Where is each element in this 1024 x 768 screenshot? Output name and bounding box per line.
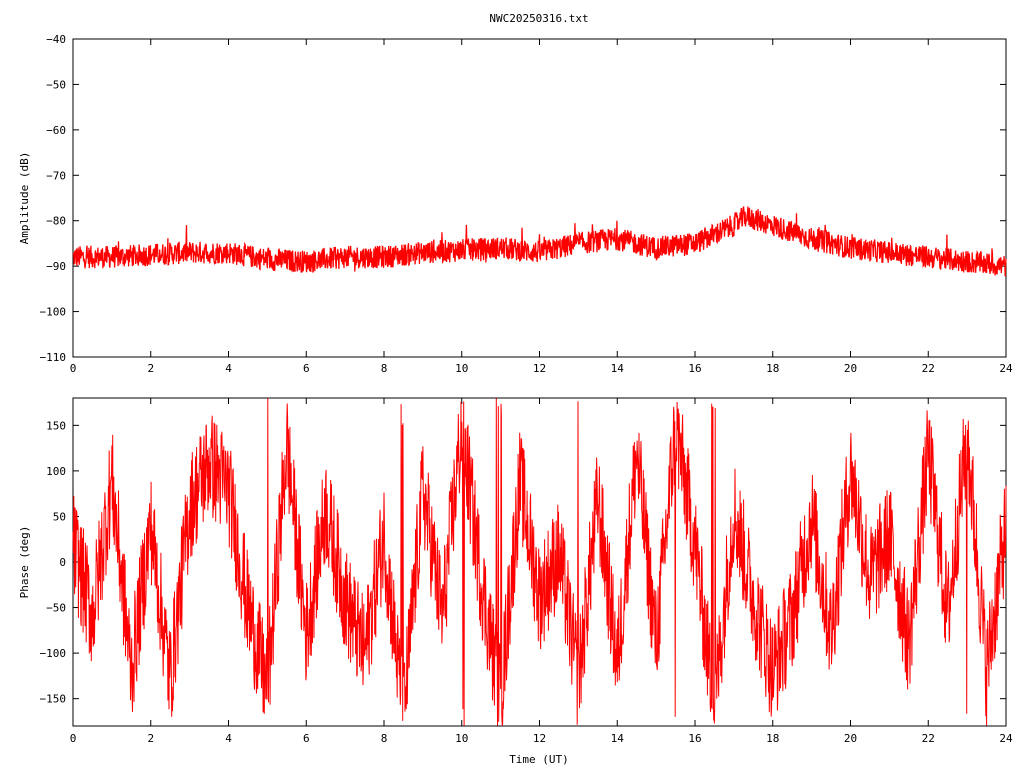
x-tick-label: 4 xyxy=(225,732,232,745)
phase-y-label: Phase (deg) xyxy=(18,526,31,599)
amplitude-plot-frame xyxy=(72,38,1007,358)
y-tick-label: 100 xyxy=(46,465,66,478)
x-tick-label: 6 xyxy=(303,362,310,375)
phase-x-label: Time (UT) xyxy=(509,753,569,766)
amplitude-y-label: Amplitude (dB) xyxy=(18,152,31,245)
y-tick-label: 50 xyxy=(53,510,66,523)
amplitude-panel: 0 2 4 6 8 10 12 14 16 18 20 22 24−40−50−60−70−80−90−… xyxy=(18,33,1013,375)
x-tick-label: 10 xyxy=(455,362,468,375)
figure-title: NWC20250316.txt xyxy=(489,12,588,25)
y-tick-label: −50 xyxy=(46,602,66,615)
y-tick-label: −70 xyxy=(46,169,66,182)
x-tick-label: 22 xyxy=(922,732,935,745)
y-tick-label: −50 xyxy=(46,78,66,91)
x-tick-label: 12 xyxy=(533,732,546,745)
x-tick-label: 20 xyxy=(844,732,857,745)
y-tick-label: −100 xyxy=(40,647,67,660)
phase-ticks: 0 2 4 6 8 10 12 14 16 18 20 22 24150100500−50−100−15… xyxy=(40,398,1013,745)
amplitude-ticks: 0 2 4 6 8 10 12 14 16 18 20 22 24−40−50−60−70−80−90−… xyxy=(40,33,1013,375)
amplitude-series-line xyxy=(72,206,1007,277)
x-tick-label: 8 xyxy=(381,732,388,745)
x-tick-label: 20 xyxy=(844,362,857,375)
y-tick-label: −60 xyxy=(46,124,66,137)
y-tick-label: −40 xyxy=(46,33,66,46)
x-tick-label: 24 xyxy=(999,362,1013,375)
x-tick-label: 14 xyxy=(611,362,625,375)
amplitude-trace xyxy=(72,206,1007,277)
x-tick-label: 8 xyxy=(381,362,388,375)
y-tick-label: −110 xyxy=(40,351,67,364)
x-tick-label: 10 xyxy=(455,732,468,745)
x-tick-label: 14 xyxy=(611,732,625,745)
x-tick-label: 2 xyxy=(147,362,154,375)
x-tick-label: 0 xyxy=(70,732,77,745)
x-tick-label: 2 xyxy=(147,732,154,745)
x-tick-label: 0 xyxy=(70,362,77,375)
phase-trace xyxy=(72,398,1007,726)
x-tick-label: 6 xyxy=(303,732,310,745)
x-tick-label: 24 xyxy=(999,732,1013,745)
y-tick-label: −150 xyxy=(40,693,67,706)
y-tick-label: −80 xyxy=(46,215,66,228)
phase-panel: 0 2 4 6 8 10 12 14 16 18 20 22 24150100500−50−100−15… xyxy=(18,397,1013,766)
x-tick-label: 4 xyxy=(225,362,232,375)
y-tick-label: 0 xyxy=(59,556,66,569)
x-tick-label: 16 xyxy=(688,362,701,375)
phase-series-line xyxy=(72,398,1007,726)
x-tick-label: 16 xyxy=(688,732,701,745)
y-tick-label: −90 xyxy=(46,260,66,273)
y-tick-label: 150 xyxy=(46,419,66,432)
x-tick-label: 18 xyxy=(766,732,779,745)
x-tick-label: 22 xyxy=(922,362,935,375)
x-tick-label: 18 xyxy=(766,362,779,375)
x-tick-label: 12 xyxy=(533,362,546,375)
y-tick-label: −100 xyxy=(40,306,67,319)
